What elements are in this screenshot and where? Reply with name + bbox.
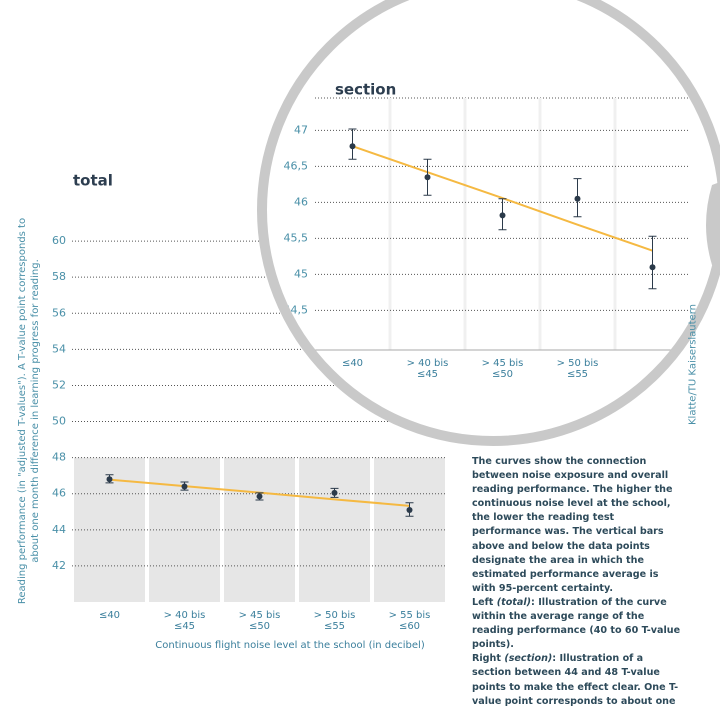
magnifier-ring	[257, 0, 720, 446]
y-tick-label: 56	[52, 306, 66, 319]
x-axis-label: Continuous flight noise level at the sch…	[155, 640, 425, 651]
y-tick-label: 42	[52, 559, 66, 572]
total-chart: 42 44 46 48 50 52 54 56 58 60	[52, 234, 447, 602]
point	[406, 506, 413, 513]
caption-text: : Illustration of the curve within the a…	[472, 596, 681, 651]
y-tick-label: 52	[52, 378, 66, 391]
error-bar	[648, 235, 657, 290]
x-tick-label: > 50 bis ≤55	[556, 358, 599, 380]
credit: Klatte/TU Kaiserslautern	[687, 304, 699, 425]
y-tick-label: 48	[52, 451, 66, 464]
caption-term: (section)	[504, 653, 553, 665]
point	[349, 143, 356, 150]
y-tick-label: 45	[294, 267, 308, 280]
point	[499, 212, 506, 219]
caption-lead: Right	[472, 653, 505, 665]
y-tick-label: 45,5	[284, 231, 309, 244]
x-tick-label: ≤40	[341, 358, 364, 369]
x-tick-label: > 45 bis ≤50	[481, 358, 524, 380]
point	[649, 264, 656, 271]
x-tick-label: > 50 bis ≤55	[313, 610, 356, 632]
point	[424, 174, 431, 181]
y-tick-label: 58	[52, 270, 66, 283]
y-tick-label: 44	[52, 523, 66, 536]
caption-right: Right (section): Illustration of a secti…	[472, 652, 684, 710]
point	[256, 493, 263, 500]
x-tick-label: > 55 bis ≤60	[388, 610, 431, 632]
caption-intro: The curves show the connection between n…	[472, 456, 673, 594]
point	[181, 483, 188, 490]
y-axis-label: Reading performance (in "adjusted T-valu…	[17, 217, 41, 605]
y-tick-label: 47	[294, 123, 308, 136]
point	[574, 195, 581, 202]
y-tick-label: 54	[52, 342, 66, 355]
magnifier-lens	[262, 0, 720, 441]
chart-title: total	[73, 172, 113, 190]
y-tick-label: 46	[294, 195, 308, 208]
x-tick-label: > 40 bis ≤45	[406, 358, 449, 380]
y-tick-label: 60	[52, 234, 66, 247]
y-tick-label: 46	[52, 487, 66, 500]
caption-term: (total)	[496, 596, 532, 608]
trend-line	[352, 145, 653, 252]
point	[331, 489, 338, 496]
x-tick-label: > 40 bis ≤45	[163, 610, 206, 632]
chart-title: section	[335, 81, 396, 99]
point	[106, 476, 113, 483]
shade-band	[299, 457, 370, 602]
shade-band	[224, 457, 295, 602]
y-tick-label: 46,5	[284, 159, 309, 172]
caption-left: Left (total): Illustration of the curve …	[472, 596, 684, 652]
caption-lead: Left	[472, 596, 497, 608]
y-tick-label: 50	[52, 415, 66, 428]
x-tick-label: > 45 bis ≤50	[238, 610, 281, 632]
caption: The curves show the connection between n…	[472, 455, 684, 710]
x-tick-label: ≤40	[98, 610, 121, 621]
magnifier-handle	[706, 182, 720, 268]
shade-band	[374, 457, 445, 602]
